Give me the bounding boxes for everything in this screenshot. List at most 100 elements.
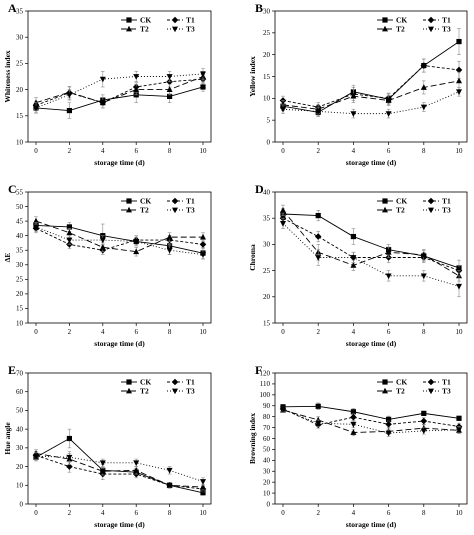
x-tick-label: 4 xyxy=(352,147,356,155)
series-line xyxy=(282,408,460,427)
legend-marker-ck xyxy=(126,379,132,385)
data-point xyxy=(166,233,173,240)
x-tick-label: 10 xyxy=(200,509,208,517)
data-point xyxy=(66,237,73,244)
y-tick-label: 20 xyxy=(263,51,271,59)
y-tick-label: 70 xyxy=(16,369,24,377)
y-tick-label: 45 xyxy=(16,217,24,225)
data-point xyxy=(386,416,392,422)
x-tick-label: 10 xyxy=(200,328,208,336)
plot-frame xyxy=(274,372,468,505)
y-tick-label: 20 xyxy=(16,463,24,471)
plot-frame xyxy=(27,10,212,143)
y-tick-label: 25 xyxy=(263,29,271,37)
series-t1 xyxy=(279,212,463,277)
series-ck xyxy=(280,28,462,117)
y-tick-label: 40 xyxy=(16,425,24,433)
x-tick-label: 4 xyxy=(352,509,356,517)
y-tick-label: 20 xyxy=(263,293,271,301)
data-point xyxy=(350,255,357,261)
panel-letter: D xyxy=(255,182,264,196)
legend-label-t1: T1 xyxy=(442,378,451,387)
legend-label-ck: CK xyxy=(396,378,407,387)
data-point xyxy=(350,429,357,435)
legend-label-t3: T3 xyxy=(442,206,451,215)
series-line xyxy=(35,225,204,254)
x-tick-label: 2 xyxy=(68,509,72,517)
legend-label-t2: T2 xyxy=(396,387,405,396)
series-line xyxy=(35,86,204,112)
data-point xyxy=(199,241,207,248)
data-point xyxy=(315,109,322,115)
series-line xyxy=(282,210,460,277)
data-point xyxy=(66,224,72,230)
series-ck xyxy=(33,82,206,119)
x-tick-label: 0 xyxy=(281,328,285,336)
data-point xyxy=(133,248,140,255)
legend-label-t3: T3 xyxy=(442,25,451,34)
legend-label-t2: T2 xyxy=(396,206,405,215)
x-tick-label: 6 xyxy=(387,509,391,517)
data-point xyxy=(33,99,39,106)
x-tick-label: 0 xyxy=(281,147,285,155)
data-point xyxy=(456,283,462,290)
y-axis-label: ΔE xyxy=(3,253,12,263)
data-point xyxy=(420,273,427,280)
legend: CK T1 T2 T3 xyxy=(377,378,451,396)
series-line xyxy=(35,220,203,253)
chart-panel-e: E 0 10 20 30 40 50 60 70 0 2 4 6 8 10 storage time (d) H… xyxy=(3,363,212,529)
legend-marker-ck xyxy=(126,17,132,23)
x-tick-label: 4 xyxy=(101,147,105,155)
data-point xyxy=(280,207,286,213)
x-tick-label: 10 xyxy=(456,147,464,155)
data-point xyxy=(66,435,72,442)
data-point xyxy=(420,251,427,258)
data-point xyxy=(456,38,462,45)
data-point xyxy=(420,417,428,425)
legend-label-ck: CK xyxy=(140,378,151,387)
y-tick-label: 25 xyxy=(16,276,24,284)
data-point xyxy=(200,71,206,78)
legend-marker-t3 xyxy=(428,207,434,214)
data-point xyxy=(200,490,206,496)
series-line xyxy=(282,223,460,287)
y-axis-label: Yellow index xyxy=(248,56,257,97)
y-tick-label: 90 xyxy=(263,402,271,410)
panel-letter: C xyxy=(8,182,17,196)
x-axis-label: storage time (d) xyxy=(346,520,397,529)
series-t3 xyxy=(33,68,206,114)
data-point xyxy=(420,84,427,90)
legend-marker-t1 xyxy=(171,16,179,24)
series-t3 xyxy=(33,451,206,486)
x-tick-label: 6 xyxy=(134,328,138,336)
x-tick-label: 6 xyxy=(134,509,138,517)
data-point xyxy=(99,237,106,244)
x-tick-label: 4 xyxy=(101,509,105,517)
y-tick-label: 30 xyxy=(263,7,271,15)
legend-marker-t3 xyxy=(428,388,434,395)
series-t2 xyxy=(33,70,206,109)
legend-label-ck: CK xyxy=(396,16,407,25)
data-point xyxy=(315,420,322,427)
legend-marker-t1 xyxy=(171,197,179,205)
series-line xyxy=(35,455,204,482)
data-point xyxy=(200,233,206,240)
series-t3 xyxy=(280,406,462,437)
legend-marker-ck xyxy=(382,379,388,385)
x-tick-label: 8 xyxy=(422,147,426,155)
series-t3 xyxy=(280,87,462,119)
y-tick-label: 50 xyxy=(16,407,24,415)
series-t2 xyxy=(33,449,206,491)
series-line xyxy=(35,73,204,109)
series-line xyxy=(35,454,204,490)
y-tick-label: 10 xyxy=(16,482,24,490)
data-point xyxy=(200,84,206,90)
y-tick-label: 0 xyxy=(267,500,271,508)
y-tick-label: 30 xyxy=(16,444,24,452)
data-point xyxy=(385,97,392,103)
series-line xyxy=(35,437,204,494)
y-tick-label: 0 xyxy=(267,138,271,146)
data-point xyxy=(420,62,428,69)
data-point xyxy=(166,481,173,488)
data-point xyxy=(315,212,321,219)
